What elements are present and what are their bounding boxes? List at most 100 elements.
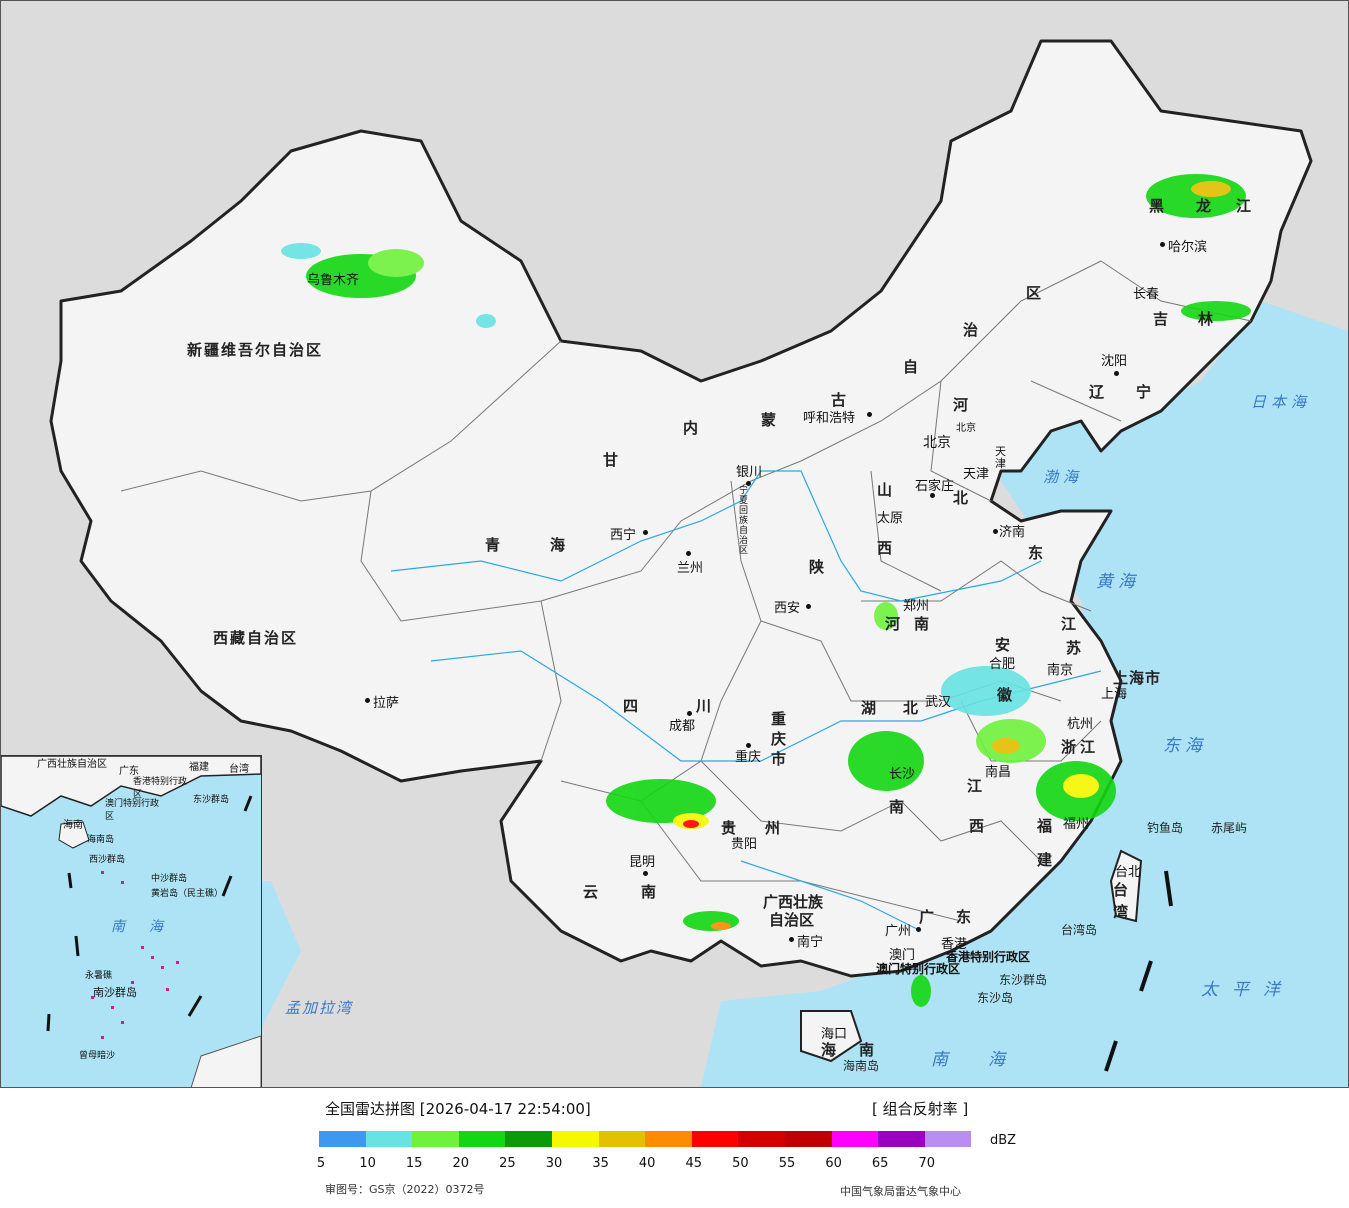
city-hangzhou: 杭州	[1067, 717, 1094, 732]
city-jinan: 济南	[999, 525, 1026, 540]
province-jilin-1: 吉	[1153, 310, 1171, 328]
city-guiyang: 贵阳	[731, 837, 758, 852]
island-taiwan: 台湾岛	[1061, 923, 1098, 937]
legend-unit: dBZ	[990, 1133, 1017, 1148]
colorbar-swatch	[319, 1131, 366, 1147]
city-nanjing: 南京	[1047, 663, 1074, 678]
province-sichuan-2: 川	[696, 697, 714, 715]
colorbar-swatch	[831, 1131, 879, 1147]
province-guangxi-2: 自治区	[769, 911, 815, 929]
inset-yongshu: 永暑礁	[85, 971, 113, 981]
city-xining: 西宁	[610, 528, 637, 543]
province-qinghai: 青海	[485, 536, 616, 554]
city-kunming: 昆明	[629, 855, 656, 870]
province-gansu-char: 甘	[603, 451, 621, 469]
reflectivity-colorbar	[319, 1131, 972, 1147]
city-marker	[643, 530, 648, 535]
province-guangdong-2: 东	[956, 908, 974, 926]
city-guangzhou: 广州	[885, 924, 912, 939]
province-heilongjiang-2: 龙	[1196, 197, 1214, 215]
province-jiangsu-2: 苏	[1066, 639, 1084, 657]
colorbar-swatch	[645, 1131, 692, 1147]
province-hubei-1: 湖	[861, 699, 879, 717]
city-marker	[746, 743, 751, 748]
colorbar-tick-label: 60	[825, 1156, 842, 1171]
province-macau: 澳门特别行政区	[876, 962, 961, 976]
city-lhasa: 拉萨	[373, 696, 400, 711]
province-neimeng-5: 治	[963, 321, 981, 339]
city-marker	[643, 871, 648, 876]
inset-hainan: 海南	[63, 820, 83, 831]
province-hebei-2: 北	[953, 489, 971, 507]
city-nanchang: 南昌	[985, 765, 1012, 780]
colorbar-tick-label: 40	[638, 1156, 656, 1171]
city-chengdu: 成都	[669, 719, 696, 734]
city-changsha: 长沙	[889, 767, 916, 782]
city-shenyang: 沈阳	[1101, 354, 1128, 369]
province-shanghai: 上海市	[1113, 669, 1162, 687]
province-hubei-2: 北	[903, 699, 921, 717]
province-jiangxi-2: 西	[969, 817, 987, 835]
city-tianjin: 天津	[963, 467, 990, 482]
colorbar-tick-label: 35	[592, 1156, 609, 1171]
province-taiwan-2: 湾	[1113, 903, 1131, 921]
province-liaoning-1: 辽	[1089, 383, 1107, 401]
colorbar-swatch	[784, 1131, 832, 1147]
inset-basemap	[1, 756, 261, 1087]
colorbar-tick-label: 20	[452, 1156, 470, 1171]
colorbar-swatch	[691, 1131, 739, 1147]
city-hohhot: 呼和浩特	[803, 411, 856, 426]
city-urumqi: 乌鲁木齐	[307, 273, 360, 288]
sea-pacific: 太平洋	[1201, 980, 1294, 1000]
city-shijiazhuang: 石家庄	[915, 479, 955, 494]
colorbar-tick-label: 55	[778, 1156, 796, 1171]
city-xian: 西安	[774, 601, 801, 616]
city-marker	[1114, 371, 1119, 376]
province-guizhou-1: 贵	[721, 819, 739, 837]
sea-yellow: 黄海	[1096, 572, 1140, 592]
province-hongkong: 香港特别行政区	[946, 950, 1031, 964]
sea-japan: 日本海	[1251, 393, 1312, 411]
inset-hongkong: 香港特别行政区	[133, 777, 188, 800]
province-jilin-2: 林	[1198, 310, 1216, 328]
inset-sea-south-1: 南	[111, 919, 130, 935]
province-xizang: 西藏自治区	[213, 629, 299, 647]
province-liaoning-2: 宁	[1136, 383, 1154, 401]
province-neimeng-1: 内	[683, 419, 701, 437]
city-marker	[867, 412, 872, 417]
south-china-sea-inset: 广西壮族自治区 广东 福建 台湾 香港特别行政区 澳门特别行政区 东沙群岛 海南…	[1, 755, 262, 1087]
sea-east: 东海	[1163, 736, 1207, 756]
inset-sea-south-2: 海	[149, 919, 168, 935]
city-fuzhou: 福州	[1063, 817, 1090, 832]
map-approval-number: 审图号：GS京（2022）0372号	[325, 1183, 485, 1196]
data-credit: 中国气象局雷达气象中心	[840, 1185, 961, 1198]
city-marker	[746, 481, 751, 486]
inset-guangxi: 广西壮族自治区	[37, 759, 107, 770]
city-chongqing: 重庆	[735, 750, 762, 765]
city-hongkong: 香港	[941, 937, 968, 952]
island-diaoyu: 钓鱼岛	[1147, 821, 1184, 835]
province-yunnan-2: 南	[641, 883, 659, 901]
colorbar-tick-label: 65	[871, 1156, 889, 1171]
colorbar-swatch	[738, 1131, 785, 1147]
colorbar-tick-label: 25	[499, 1156, 516, 1171]
province-fujian-2: 建	[1037, 851, 1055, 869]
city-haikou: 海口	[821, 1027, 848, 1042]
sea-bengal: 孟加拉湾	[285, 999, 354, 1017]
province-fujian-1: 福	[1037, 817, 1055, 835]
colorbar-swatch	[365, 1131, 413, 1147]
province-guangxi-1: 广西壮族	[763, 893, 824, 911]
inset-nansha: 南沙群岛	[93, 986, 137, 999]
province-yunnan-1: 云	[583, 883, 601, 901]
province-guangdong-1: 广	[919, 908, 937, 926]
colorbar-swatch	[551, 1131, 599, 1147]
colorbar-tick-label: 5	[316, 1156, 326, 1171]
colorbar-tick-label: 15	[405, 1156, 423, 1171]
city-marker	[930, 493, 935, 498]
province-shanxi-2: 西	[877, 539, 895, 557]
city-marker	[365, 698, 370, 703]
province-hainan-2: 南	[859, 1041, 877, 1059]
city-marker	[789, 937, 794, 942]
city-marker	[916, 927, 921, 932]
city-marker	[686, 551, 691, 556]
